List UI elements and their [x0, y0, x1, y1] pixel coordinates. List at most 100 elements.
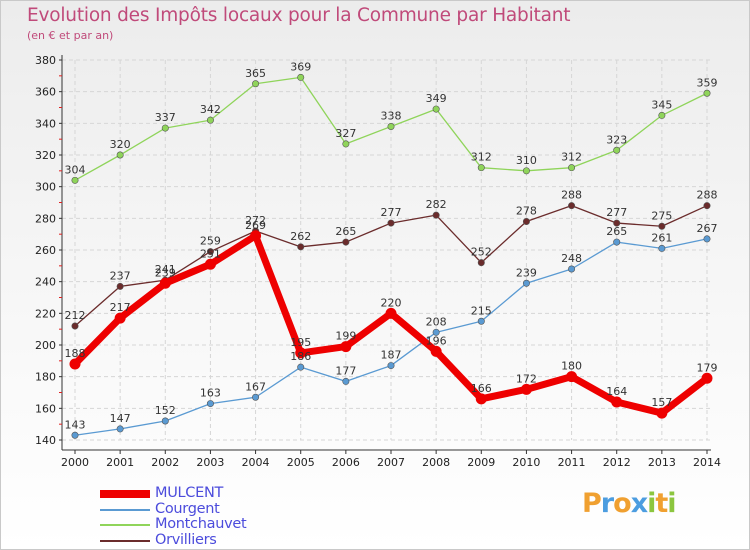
- chart-title: Evolution des Impôts locaux pour la Comm…: [27, 5, 571, 26]
- data-point-mulcent: [475, 393, 487, 405]
- data-label-mulcent: 199: [335, 330, 356, 343]
- x-tick-label: 2001: [106, 456, 134, 469]
- data-point-montchauvet: [297, 73, 305, 81]
- data-label-courgent: 143: [65, 418, 86, 431]
- data-label-mulcent: 195: [290, 336, 311, 349]
- data-label-courgent: 187: [381, 349, 402, 362]
- data-point-mulcent: [430, 345, 442, 357]
- data-point-montchauvet: [432, 105, 440, 113]
- data-label-courgent: 208: [426, 315, 447, 328]
- data-label-montchauvet: 327: [335, 127, 356, 140]
- data-point-orvilliers: [116, 282, 124, 290]
- series: 188 217 239 251 269 195 199 220 196 166 172 180 164 1…: [65, 60, 718, 439]
- data-point-montchauvet: [703, 89, 711, 97]
- x-tick-label: 2002: [151, 456, 179, 469]
- data-point-courgent: [387, 362, 395, 370]
- data-label-orvilliers: 277: [381, 206, 402, 219]
- y-tick-label: 320: [35, 149, 56, 162]
- data-point-mulcent: [295, 347, 307, 359]
- data-label-orvilliers: 288: [561, 189, 582, 202]
- legend-item-mulcent: MULCENT: [100, 485, 360, 502]
- data-point-courgent: [116, 425, 124, 433]
- x-tick-label: 2014: [693, 456, 721, 469]
- data-label-mulcent: 188: [65, 347, 86, 360]
- data-point-montchauvet: [658, 111, 666, 119]
- data-label-orvilliers: 265: [335, 225, 356, 238]
- data-point-mulcent: [250, 230, 262, 242]
- data-label-mulcent: 180: [561, 360, 582, 373]
- legend: MULCENT Courgent Montchauvet Orvilliers: [100, 485, 360, 549]
- logo-letter: x: [630, 488, 648, 519]
- data-point-orvilliers: [206, 248, 214, 256]
- legend-swatch: [100, 508, 150, 511]
- data-label-orvilliers: 262: [290, 230, 311, 243]
- data-label-courgent: 147: [110, 412, 131, 425]
- data-label-orvilliers: 277: [606, 206, 627, 219]
- data-point-orvilliers: [522, 218, 530, 226]
- data-label-mulcent: 217: [110, 301, 131, 314]
- y-tick-label: 180: [35, 371, 56, 384]
- x-tick-label: 2012: [603, 456, 631, 469]
- y-tick-label: 280: [35, 212, 56, 225]
- data-point-orvilliers: [387, 219, 395, 227]
- data-point-courgent: [432, 328, 440, 336]
- data-label-mulcent: 239: [155, 266, 176, 279]
- data-label-montchauvet: 338: [381, 110, 402, 123]
- data-label-mulcent: 196: [426, 334, 447, 347]
- data-point-montchauvet: [71, 176, 79, 184]
- data-point-courgent: [297, 363, 305, 371]
- data-point-mulcent: [385, 307, 397, 319]
- data-label-mulcent: 164: [606, 385, 627, 398]
- data-label-orvilliers: 212: [65, 309, 86, 322]
- legend-swatch: [100, 490, 150, 498]
- data-point-courgent: [568, 265, 576, 273]
- y-tick-label: 360: [35, 86, 56, 99]
- data-label-montchauvet: 323: [606, 133, 627, 146]
- data-point-mulcent: [204, 258, 216, 270]
- y-tick-label: 200: [35, 339, 56, 352]
- data-label-montchauvet: 304: [65, 163, 86, 176]
- data-label-montchauvet: 310: [516, 154, 537, 167]
- logo-letter: i: [667, 488, 676, 519]
- data-point-montchauvet: [522, 167, 530, 175]
- x-tick-label: 2007: [377, 456, 405, 469]
- x-tick-label: 2004: [242, 456, 270, 469]
- x-tick-label: 2005: [287, 456, 315, 469]
- data-point-courgent: [613, 238, 621, 246]
- data-label-montchauvet: 320: [110, 138, 131, 151]
- legend-item-orvilliers: Orvilliers: [100, 532, 360, 549]
- data-label-montchauvet: 345: [651, 98, 672, 111]
- data-point-mulcent: [520, 383, 532, 395]
- y-tick-label: 300: [35, 181, 56, 194]
- y-tick-label: 240: [35, 276, 56, 289]
- data-label-courgent: 215: [471, 304, 492, 317]
- logo-letter: i: [647, 488, 656, 519]
- axes: 140 160 180 200 220 240 260 280 300 320 340 360 380 2…: [35, 54, 721, 469]
- data-label-courgent: 261: [651, 231, 672, 244]
- data-point-montchauvet: [252, 80, 260, 88]
- data-label-courgent: 239: [516, 266, 537, 279]
- data-label-orvilliers: 252: [471, 246, 492, 259]
- data-label-montchauvet: 312: [471, 151, 492, 164]
- data-point-courgent: [658, 244, 666, 252]
- data-label-montchauvet: 312: [561, 151, 582, 164]
- data-label-orvilliers: 259: [200, 235, 221, 248]
- legend-label: MULCENT: [155, 485, 224, 501]
- data-label-orvilliers: 275: [651, 209, 672, 222]
- data-label-orvilliers: 237: [110, 269, 131, 282]
- legend-swatch: [100, 539, 150, 542]
- data-point-mulcent: [611, 396, 623, 408]
- data-label-orvilliers: 241: [155, 263, 176, 276]
- data-label-montchauvet: 359: [697, 76, 718, 89]
- legend-item-courgent: Courgent: [100, 501, 360, 518]
- data-point-montchauvet: [568, 164, 576, 172]
- data-point-courgent: [342, 377, 350, 385]
- data-label-orvilliers: 272: [245, 214, 266, 227]
- logo-letter: o: [613, 488, 632, 519]
- data-point-orvilliers: [703, 202, 711, 210]
- data-point-orvilliers: [342, 238, 350, 246]
- data-point-mulcent: [114, 312, 126, 324]
- data-label-montchauvet: 365: [245, 67, 266, 80]
- data-point-courgent: [206, 400, 214, 408]
- y-tick-label: 220: [35, 307, 56, 320]
